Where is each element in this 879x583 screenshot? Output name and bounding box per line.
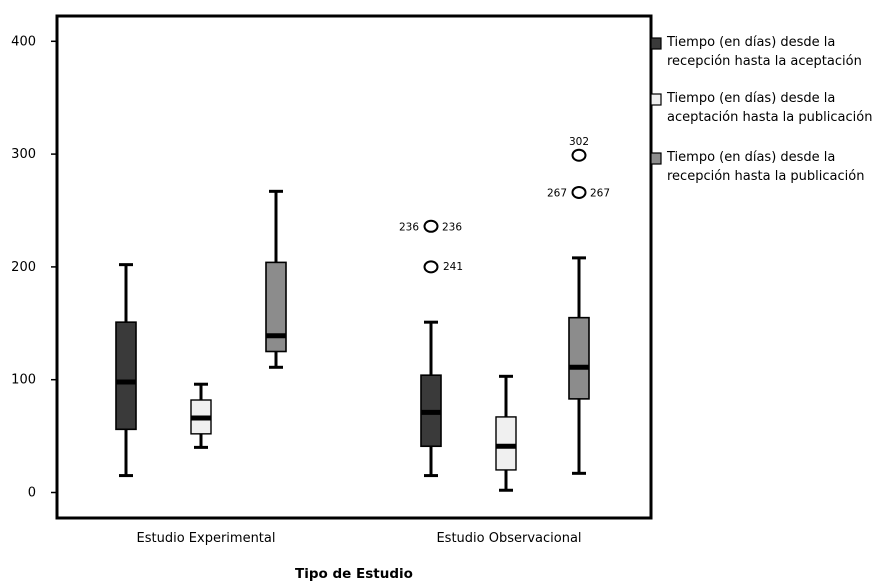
outlier-label: 236 (442, 221, 462, 233)
box-groups: 236 236 241 302 267 267 (115, 136, 610, 492)
outlier-marker (571, 185, 587, 199)
y-tick-label: 0 (28, 486, 36, 501)
outlier-marker (423, 219, 439, 233)
outlier-label: 267 (590, 187, 610, 199)
legend-label: Tiempo (en días) desde la (666, 91, 835, 106)
y-tick-label: 300 (11, 147, 36, 162)
box-0-2 (265, 189, 287, 369)
x-category-label: Estudio Observacional (436, 531, 581, 546)
plot-frame (55, 14, 653, 520)
x-axis: Estudio Experimental Estudio Observaciona… (137, 531, 582, 546)
legend-item: Tiempo (en días) desde la recepción hasta… (650, 150, 864, 184)
box-1-2: 302 267 267 (547, 136, 610, 475)
legend-swatch (650, 152, 662, 165)
legend-label: Tiempo (en días) desde la (666, 150, 835, 165)
y-tick-label: 100 (11, 373, 36, 388)
box-iqr (568, 316, 590, 400)
outlier-marker (423, 260, 439, 274)
legend-item: Tiempo (en días) desde la aceptación hast… (650, 91, 872, 125)
legend: Tiempo (en días) desde la recepción hasta… (650, 35, 872, 184)
box-iqr (495, 416, 517, 471)
outlier-label: 241 (443, 261, 463, 273)
box-0-1 (190, 382, 212, 449)
outlier-marker (571, 148, 587, 162)
legend-swatch (650, 93, 662, 106)
y-tick-label: 400 (11, 34, 36, 49)
box-1-0: 236 236 241 (399, 219, 463, 478)
box-1-1 (495, 374, 517, 492)
legend-label: recepción hasta la publicación (667, 169, 864, 184)
legend-label: aceptación hasta la publicación (667, 110, 872, 125)
legend-label: recepción hasta la aceptación (667, 54, 862, 69)
legend-label: Tiempo (en días) desde la (666, 35, 835, 50)
outlier-label: 236 (399, 221, 419, 233)
box-0-0 (115, 263, 137, 478)
y-tick-label: 200 (11, 260, 36, 275)
outlier-label: 302 (569, 136, 589, 148)
outlier-label: 267 (547, 187, 567, 199)
legend-swatch (650, 37, 662, 50)
y-axis: 0 100 200 300 400 (11, 34, 57, 501)
legend-item: Tiempo (en días) desde la recepción hasta… (650, 35, 862, 69)
x-axis-title: Tipo de Estudio (295, 566, 413, 582)
x-category-label: Estudio Experimental (137, 531, 276, 546)
box-iqr (265, 261, 287, 353)
box-iqr (115, 321, 137, 431)
